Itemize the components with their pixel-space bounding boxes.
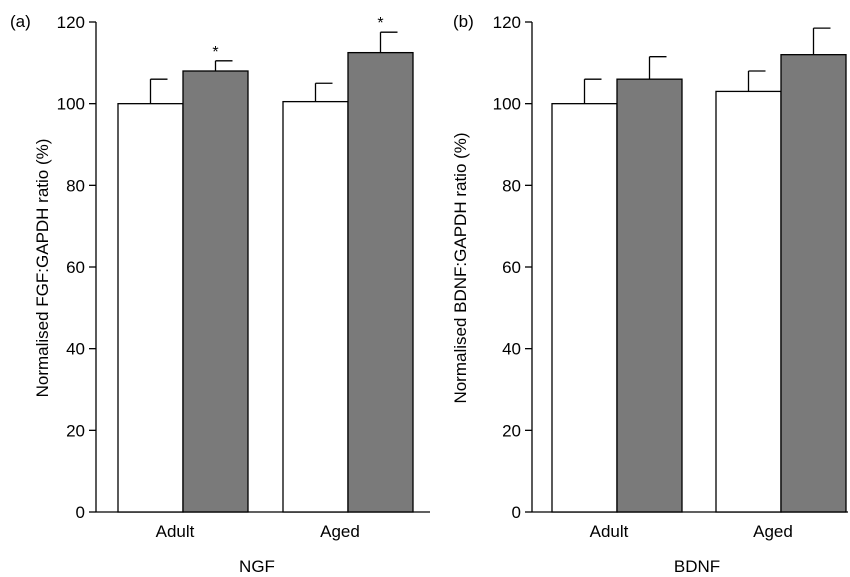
category-label: Aged — [320, 522, 360, 541]
significance-marker: * — [377, 15, 383, 32]
bar-adult-control — [551, 103, 618, 513]
bar-aged-control — [715, 90, 782, 513]
x-axis-title: BDNF — [674, 557, 720, 576]
y-tick-label: 100 — [57, 95, 85, 114]
bar-adult-treated — [616, 78, 683, 513]
y-tick-label: 0 — [76, 503, 85, 522]
x-axis-title: NGF — [239, 557, 275, 576]
y-tick-label: 20 — [66, 421, 85, 440]
category-label: Adult — [590, 522, 629, 541]
bar-aged-treated — [780, 54, 847, 513]
y-tick-label: 40 — [502, 340, 521, 359]
significance-marker: * — [212, 44, 218, 61]
bar-adult-control — [117, 103, 184, 513]
panel-letter: (a) — [10, 12, 31, 31]
y-tick-label: 60 — [502, 258, 521, 277]
y-axis-title: Normalised BDNF:GAPDH ratio (%) — [451, 132, 470, 403]
y-tick-label: 20 — [502, 421, 521, 440]
panel-letter: (b) — [453, 12, 474, 31]
y-tick-label: 0 — [512, 503, 521, 522]
panel-b: (b) Normalised BDNF:GAPDH ratio (%) BDNF… — [451, 12, 848, 576]
category-label: Adult — [156, 522, 195, 541]
y-tick-label: 120 — [493, 13, 521, 32]
y-tick-label: 120 — [57, 13, 85, 32]
panel-a: (a) Normalised FGF:GAPDH ratio (%) NGF 0… — [10, 12, 430, 576]
y-tick-label: 80 — [66, 176, 85, 195]
bar-aged-control — [282, 100, 349, 513]
bar-adult-treated — [182, 70, 249, 513]
y-tick-label: 60 — [66, 258, 85, 277]
y-tick-label: 40 — [66, 340, 85, 359]
y-tick-label: 100 — [493, 95, 521, 114]
y-tick-label: 80 — [502, 176, 521, 195]
y-axis-title: Normalised FGF:GAPDH ratio (%) — [33, 139, 52, 398]
bar-aged-treated — [347, 51, 414, 513]
category-label: Aged — [753, 522, 793, 541]
